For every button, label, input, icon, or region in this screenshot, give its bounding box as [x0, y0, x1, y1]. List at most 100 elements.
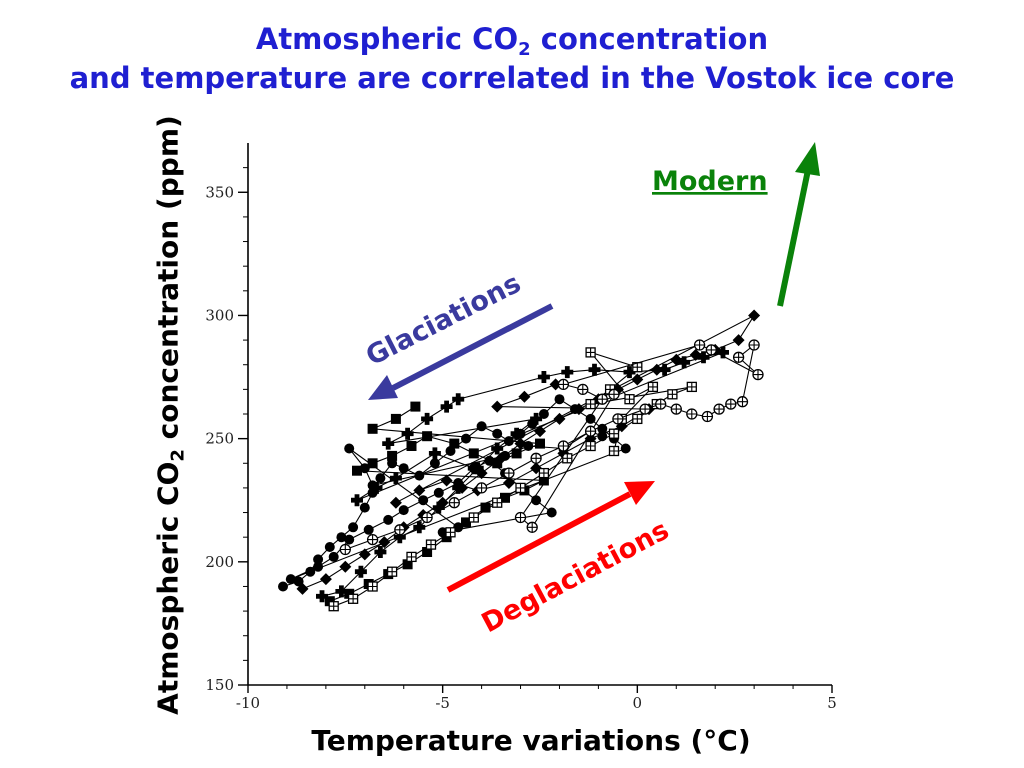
- data-point-boxcross: [632, 413, 643, 425]
- series-circle: [278, 394, 631, 592]
- data-point-circlecross: [670, 403, 682, 415]
- y-axis-label-prefix: Atmospheric CO: [151, 461, 185, 715]
- data-point-circle: [620, 443, 631, 454]
- data-point-plus: [452, 393, 465, 406]
- data-point-boxcross: [347, 593, 359, 604]
- title-prefix: Atmospheric CO: [255, 22, 519, 56]
- modern-arrow: [777, 142, 820, 307]
- data-point-circlecross: [475, 482, 488, 494]
- data-point-boxcross: [585, 398, 596, 410]
- data-point-boxcross: [406, 551, 417, 563]
- data-point-circlecross: [748, 339, 760, 351]
- data-point-circle: [344, 443, 355, 454]
- axis-ticks: 150 200 250 300 350 -10 -5 0 5: [205, 167, 837, 712]
- glaciations-arrow: [368, 303, 554, 400]
- data-point-diamond: [491, 400, 504, 413]
- data-point-circle: [348, 522, 359, 533]
- x-tick-label: -10: [236, 694, 260, 712]
- data-point-boxcross: [686, 381, 697, 393]
- data-point-diamond: [319, 573, 332, 586]
- data-point-circle: [375, 473, 386, 484]
- data-point-circle: [344, 534, 355, 545]
- data-point-circle: [363, 524, 374, 535]
- page-title-line-1: Atmospheric CO2 concentration: [0, 20, 1024, 60]
- title-suffix: concentration: [530, 22, 769, 56]
- data-point-circlecross: [421, 511, 433, 524]
- data-point-square: [406, 441, 417, 451]
- data-point-boxcross: [585, 347, 596, 358]
- y-tick-label: 300: [205, 306, 234, 324]
- data-point-boxcross: [492, 497, 503, 508]
- data-point-circle: [398, 463, 409, 474]
- data-point-square: [410, 401, 421, 412]
- data-point-circlecross: [526, 521, 538, 533]
- data-point-circlecross: [713, 403, 725, 415]
- data-point-circlecross: [394, 524, 406, 536]
- glaciations-label: Glaciations: [361, 268, 526, 372]
- data-point-circlecross: [732, 351, 745, 363]
- data-point-circlecross: [639, 403, 651, 415]
- data-point-plus: [440, 400, 453, 413]
- data-point-circle: [433, 487, 444, 498]
- x-tick-label: 0: [633, 694, 643, 712]
- data-point-circlecross: [530, 452, 542, 464]
- series-circlecross: [339, 339, 764, 556]
- data-point-circle: [398, 505, 409, 516]
- data-point-diamond: [748, 309, 761, 322]
- data-point-circlecross: [596, 393, 608, 405]
- data-point-square: [422, 431, 433, 442]
- y-tick-label: 150: [205, 676, 234, 694]
- data-point-diamond: [732, 334, 745, 347]
- data-point-boxcross: [608, 428, 620, 439]
- data-point-square: [390, 413, 401, 424]
- deglaciations-arrow: [446, 481, 655, 593]
- data-point-circlecross: [752, 368, 764, 381]
- title-subscript: 2: [518, 39, 531, 60]
- data-point-diamond: [413, 484, 426, 497]
- data-point-diamond: [358, 548, 371, 561]
- y-axis-label-subscript: 2: [167, 449, 189, 462]
- data-point-circle: [359, 502, 370, 513]
- data-point-square: [387, 450, 398, 461]
- data-point-circlecross: [736, 396, 749, 408]
- data-point-square: [492, 458, 503, 469]
- y-axis-label-suffix: concentration (ppm): [151, 115, 185, 450]
- data-point-circle: [554, 394, 565, 405]
- data-point-square: [367, 423, 378, 434]
- data-point-diamond: [339, 560, 352, 573]
- data-point-circlecross: [693, 339, 706, 351]
- data-point-boxcross: [328, 601, 339, 612]
- data-point-square: [511, 448, 522, 459]
- data-point-circlecross: [608, 388, 620, 400]
- x-tick-label: 5: [827, 694, 837, 712]
- data-point-plus: [382, 437, 395, 450]
- data-point-boxcross: [585, 440, 596, 452]
- data-point-boxcross: [608, 445, 620, 457]
- data-point-diamond: [518, 390, 531, 403]
- data-point-circle: [418, 495, 429, 506]
- data-point-circlecross: [701, 410, 714, 423]
- y-tick-label: 250: [205, 430, 234, 448]
- series-layer: [278, 309, 764, 612]
- data-point-circlecross: [557, 440, 570, 452]
- data-point-plus: [428, 447, 441, 460]
- data-point-plus: [421, 412, 434, 425]
- deglaciations-label: Deglaciations: [477, 515, 674, 640]
- data-point-boxcross: [515, 482, 526, 494]
- series-boxcross: [328, 347, 697, 612]
- data-point-circle: [313, 561, 324, 572]
- data-point-boxcross: [468, 512, 479, 523]
- data-point-boxcross: [386, 566, 398, 577]
- data-point-circlecross: [705, 344, 717, 356]
- data-point-square: [468, 448, 479, 459]
- data-point-circle: [461, 433, 471, 444]
- x-axis-label: Temperature variations (°C): [311, 724, 751, 757]
- data-point-boxcross: [667, 389, 678, 400]
- data-point-circle: [324, 542, 335, 552]
- modern-label: Modern: [652, 166, 768, 197]
- data-point-circlecross: [686, 408, 698, 420]
- data-point-square: [367, 458, 378, 469]
- data-point-circle: [492, 428, 503, 439]
- data-point-circlecross: [584, 425, 597, 437]
